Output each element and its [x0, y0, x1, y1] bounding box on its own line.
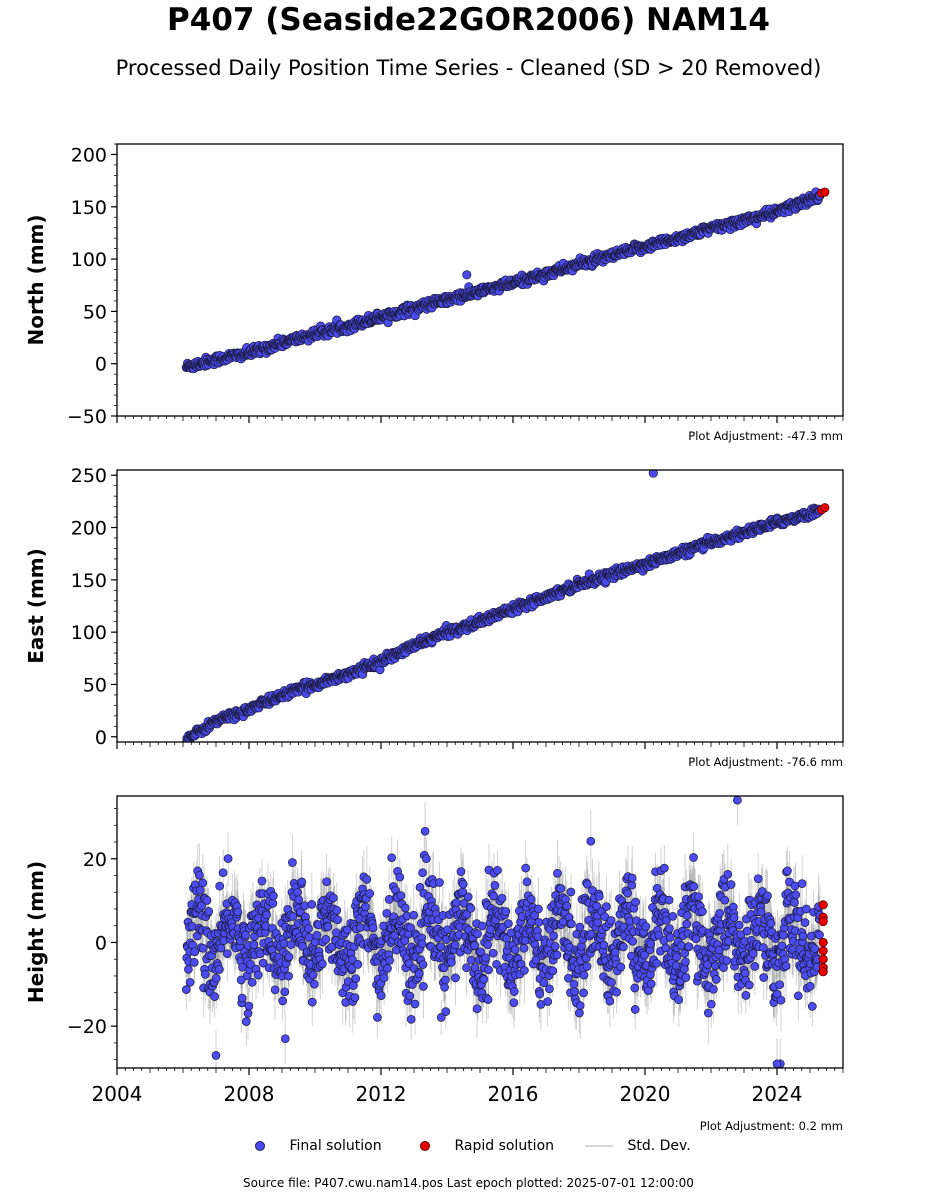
y-tick-label: 100: [71, 622, 107, 644]
plot-adjustment-label: Plot Adjustment: -47.3 mm: [688, 429, 843, 443]
rapid-solution-points: [816, 187, 830, 198]
rapid-solution-point: [820, 187, 830, 197]
plot-frame: [116, 143, 844, 417]
final-solution-points: [181, 187, 825, 374]
y-tick-label: 0: [95, 727, 107, 749]
y-tick-label: 200: [71, 144, 107, 166]
y-axis-label: North (mm): [24, 214, 48, 345]
y-tick-label: 50: [83, 674, 107, 696]
y-tick-label: 150: [71, 570, 107, 592]
y-tick-label: −50: [67, 406, 107, 428]
plot-frame: [116, 469, 844, 743]
y-tick-label: 50: [83, 301, 107, 323]
y-tick-label: 100: [71, 249, 107, 271]
final-solution-point: [648, 470, 658, 478]
chart-title: P407 (Seaside22GOR2006) NAM14: [167, 2, 770, 38]
y-tick-label: 150: [71, 197, 107, 219]
final-solution-point: [462, 270, 472, 280]
y-tick-label: 250: [71, 465, 107, 487]
y-axis-label: East (mm): [24, 548, 48, 664]
final-solution-points: [181, 470, 825, 742]
y-tick-label: 200: [71, 518, 107, 540]
plot-adjustment-label: Plot Adjustment: -76.6 mm: [688, 755, 843, 769]
y-tick-label: 0: [95, 354, 107, 376]
rapid-solution-points: [816, 503, 830, 515]
chart-subtitle: Processed Daily Position Time Series - C…: [115, 56, 822, 80]
rapid-solution-point: [820, 503, 830, 513]
